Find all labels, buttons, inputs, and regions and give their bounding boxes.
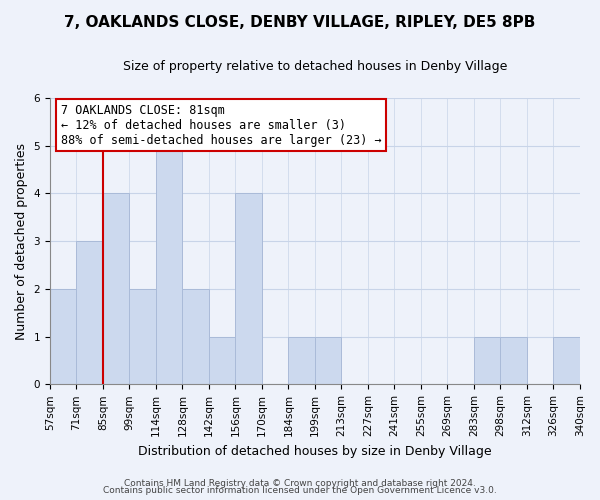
Text: 7 OAKLANDS CLOSE: 81sqm
← 12% of detached houses are smaller (3)
88% of semi-det: 7 OAKLANDS CLOSE: 81sqm ← 12% of detache…	[61, 104, 381, 146]
Bar	[235, 194, 262, 384]
Bar	[500, 336, 527, 384]
Bar	[209, 336, 235, 384]
Bar	[474, 336, 500, 384]
Bar	[130, 289, 156, 384]
Bar	[50, 289, 76, 384]
Title: Size of property relative to detached houses in Denby Village: Size of property relative to detached ho…	[123, 60, 507, 73]
Bar	[315, 336, 341, 384]
Bar	[156, 146, 182, 384]
Y-axis label: Number of detached properties: Number of detached properties	[15, 142, 28, 340]
X-axis label: Distribution of detached houses by size in Denby Village: Distribution of detached houses by size …	[138, 444, 492, 458]
Bar	[182, 289, 209, 384]
Bar	[103, 194, 130, 384]
Bar	[76, 241, 103, 384]
Text: Contains HM Land Registry data © Crown copyright and database right 2024.: Contains HM Land Registry data © Crown c…	[124, 478, 476, 488]
Bar	[289, 336, 315, 384]
Text: 7, OAKLANDS CLOSE, DENBY VILLAGE, RIPLEY, DE5 8PB: 7, OAKLANDS CLOSE, DENBY VILLAGE, RIPLEY…	[64, 15, 536, 30]
Bar	[553, 336, 580, 384]
Text: Contains public sector information licensed under the Open Government Licence v3: Contains public sector information licen…	[103, 486, 497, 495]
